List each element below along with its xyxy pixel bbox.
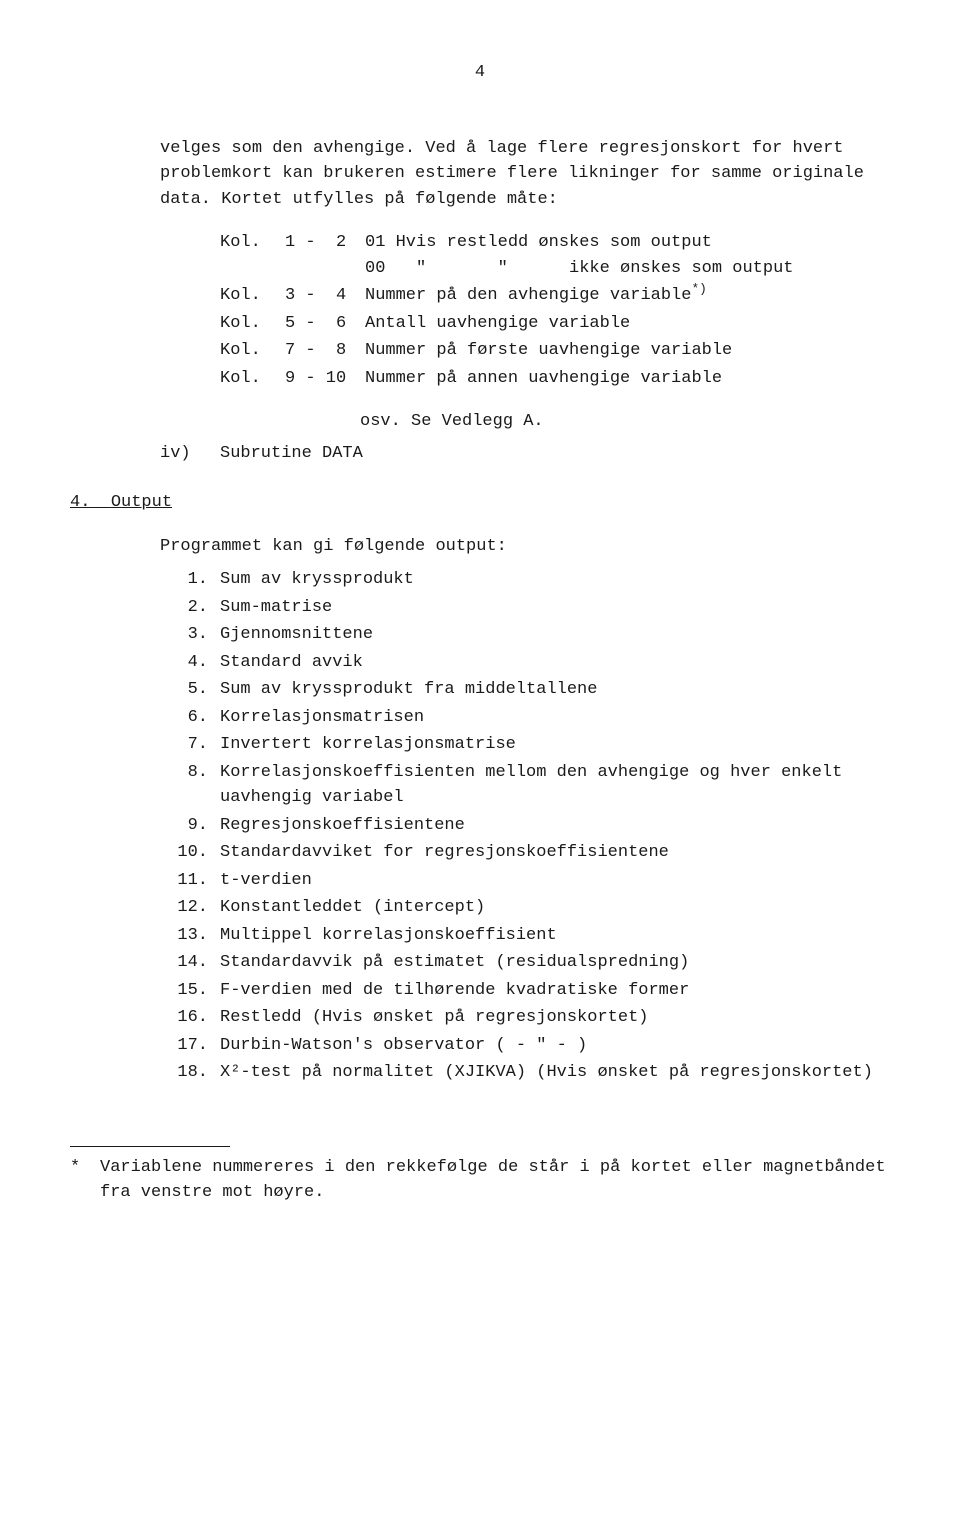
list-item: 1.Sum av kryssprodukt [160,567,890,593]
page-number: 4 [70,60,890,86]
list-item-number: 4. [160,650,220,676]
kol-desc: Antall uavhengige variable [365,311,890,337]
list-item-number: 14. [160,950,220,976]
kol-range: 1 - 2 [285,230,365,256]
list-item-text: t-verdien [220,868,890,894]
list-item-number: 17. [160,1033,220,1059]
section-4-heading: 4. Output [70,490,890,516]
list-item-number: 7. [160,732,220,758]
list-item: 11.t-verdien [160,868,890,894]
list-item: 15.F-verdien med de tilhørende kvadratis… [160,978,890,1004]
list-item-text: Sum av kryssprodukt fra middeltallene [220,677,890,703]
list-item: 10.Standardavviket for regresjonskoeffis… [160,840,890,866]
iv-row: iv) Subrutine DATA [160,441,890,467]
list-item-text: Standardavviket for regresjonskoeffisien… [220,840,890,866]
list-item: 18.X²-test på normalitet (XJIKVA) (Hvis … [160,1060,890,1086]
kol-definitions: Kol.1 - 201 Hvis restledd ønskes som out… [220,230,890,391]
footnote-mark: * [70,1155,100,1181]
section-4-num: 4. [70,493,90,512]
list-item-text: Standardavvik på estimatet (residualspre… [220,950,890,976]
kol-label: Kol. [220,230,285,256]
list-item-text: X²-test på normalitet (XJIKVA) (Hvis øns… [220,1060,890,1086]
list-item-text: Korrelasjonskoeffisienten mellom den avh… [220,760,890,811]
section-4-title: Output [111,493,172,512]
list-item-number: 12. [160,895,220,921]
list-item-text: Sum av kryssprodukt [220,567,890,593]
iv-label: iv) [160,441,220,467]
list-item-number: 15. [160,978,220,1004]
list-item-number: 2. [160,595,220,621]
kol-label: Kol. [220,338,285,364]
output-list: 1.Sum av kryssprodukt2.Sum-matrise3.Gjen… [160,567,890,1086]
list-item-number: 1. [160,567,220,593]
footnote-rule [70,1146,230,1147]
list-item: 14.Standardavvik på estimatet (residuals… [160,950,890,976]
list-item: 13.Multippel korrelasjonskoeffisient [160,923,890,949]
osv-line: osv. Se Vedlegg A. [360,409,890,435]
list-item: 7.Invertert korrelasjonsmatrise [160,732,890,758]
list-item-number: 8. [160,760,220,786]
iv-text: Subrutine DATA [220,441,363,467]
list-item-text: Konstantleddet (intercept) [220,895,890,921]
footnote: * Variablene nummereres i den rekkefølge… [70,1155,890,1206]
kol-desc: Nummer på den avhengige variable*) [365,283,890,309]
kol-label: Kol. [220,283,285,309]
kol-row: Kol.7 - 8Nummer på første uavhengige var… [220,338,890,364]
list-item: 9.Regresjonskoeffisientene [160,813,890,839]
list-item-number: 11. [160,868,220,894]
list-item: 8.Korrelasjonskoeffisienten mellom den a… [160,760,890,811]
kol-desc: Nummer på annen uavhengige variable [365,366,890,392]
kol-row: Kol.1 - 201 Hvis restledd ønskes som out… [220,230,890,281]
kol-range: 5 - 6 [285,311,365,337]
list-item: 3.Gjennomsnittene [160,622,890,648]
list-item-text: Restledd (Hvis ønsket på regresjonskorte… [220,1005,890,1031]
list-item-text: Sum-matrise [220,595,890,621]
list-item: 12.Konstantleddet (intercept) [160,895,890,921]
list-item-text: Invertert korrelasjonsmatrise [220,732,890,758]
list-item-text: Regresjonskoeffisientene [220,813,890,839]
kol-label: Kol. [220,311,285,337]
list-item-text: Standard avvik [220,650,890,676]
kol-range: 3 - 4 [285,283,365,309]
list-item-text: F-verdien med de tilhørende kvadratiske … [220,978,890,1004]
kol-label: Kol. [220,366,285,392]
kol-row: Kol.9 - 10Nummer på annen uavhengige var… [220,366,890,392]
list-item-number: 6. [160,705,220,731]
list-item-text: Multippel korrelasjonskoeffisient [220,923,890,949]
list-item: 16.Restledd (Hvis ønsket på regresjonsko… [160,1005,890,1031]
list-item-number: 13. [160,923,220,949]
output-intro: Programmet kan gi følgende output: [160,534,890,560]
list-item: 6.Korrelasjonsmatrisen [160,705,890,731]
list-item-number: 9. [160,813,220,839]
list-item-number: 3. [160,622,220,648]
list-item-number: 18. [160,1060,220,1086]
kol-row: Kol.5 - 6Antall uavhengige variable [220,311,890,337]
list-item: 2.Sum-matrise [160,595,890,621]
list-item-text: Gjennomsnittene [220,622,890,648]
kol-row: Kol.3 - 4Nummer på den avhengige variabl… [220,283,890,309]
list-item-number: 16. [160,1005,220,1031]
list-item-number: 10. [160,840,220,866]
footnote-text: Variablene nummereres i den rekkefølge d… [100,1155,890,1206]
list-item-text: Korrelasjonsmatrisen [220,705,890,731]
list-item: 4.Standard avvik [160,650,890,676]
kol-desc: 01 Hvis restledd ønskes som output00 " "… [365,230,890,281]
intro-paragraph: velges som den avhengige. Ved å lage fle… [160,136,880,213]
kol-range: 7 - 8 [285,338,365,364]
list-item: 5.Sum av kryssprodukt fra middeltallene [160,677,890,703]
kol-range: 9 - 10 [285,366,365,392]
list-item-number: 5. [160,677,220,703]
kol-desc: Nummer på første uavhengige variable [365,338,890,364]
list-item: 17.Durbin-Watson's observator ( - " - ) [160,1033,890,1059]
list-item-text: Durbin-Watson's observator ( - " - ) [220,1033,890,1059]
